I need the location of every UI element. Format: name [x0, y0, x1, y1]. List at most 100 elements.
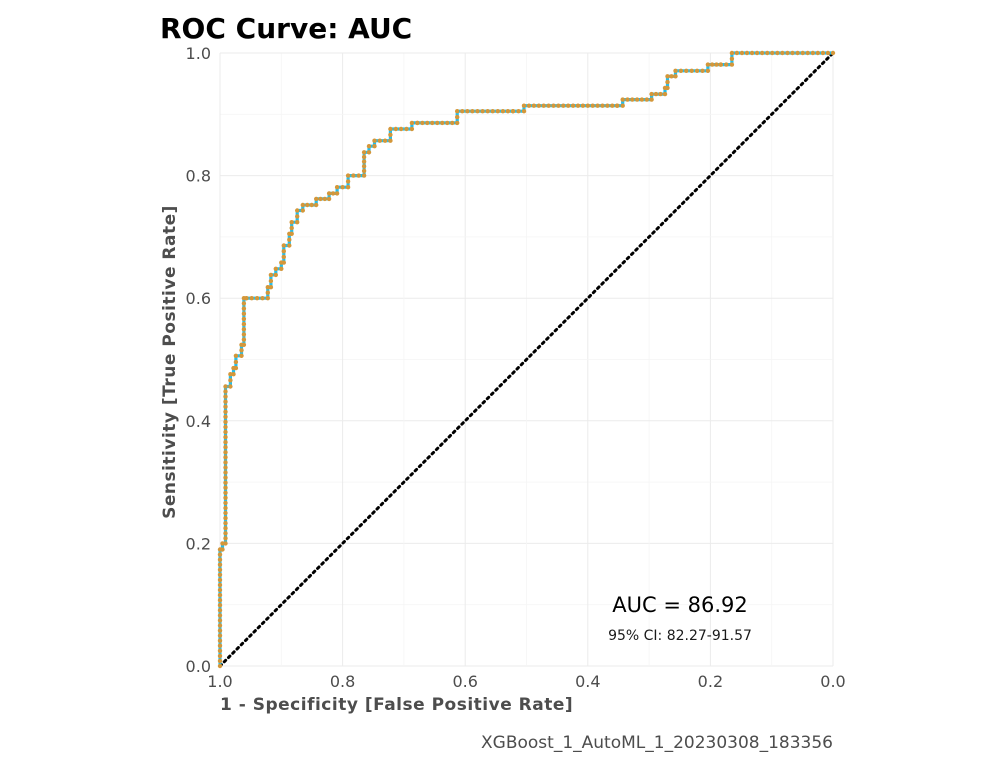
roc-point — [217, 557, 223, 562]
roc-point — [268, 278, 274, 284]
reference-diagonal-layer — [218, 51, 835, 668]
roc-point — [658, 91, 663, 97]
roc-point — [465, 109, 470, 114]
roc-point — [521, 103, 527, 108]
roc-point — [705, 62, 711, 67]
roc-point — [372, 144, 377, 149]
roc-point — [377, 138, 382, 143]
roc-point — [223, 429, 228, 435]
auc-annotation: AUC = 86.92 — [612, 593, 747, 617]
roc-point — [705, 68, 711, 74]
roc-point — [228, 372, 233, 377]
roc-point — [217, 562, 223, 567]
roc-point — [404, 126, 409, 132]
roc-point — [710, 62, 715, 67]
x-tick-label: 0.2 — [698, 672, 723, 691]
roc-point — [684, 68, 689, 74]
roc-point — [289, 225, 294, 231]
roc-point — [265, 296, 270, 301]
roc-point — [326, 196, 332, 202]
roc-point — [241, 321, 247, 327]
roc-point — [345, 179, 351, 184]
roc-point — [287, 243, 292, 248]
roc-point — [445, 120, 450, 126]
roc-point — [780, 50, 785, 56]
y-axis-label: Sensitivity [True Positive Rate] — [160, 205, 180, 519]
roc-point — [223, 419, 228, 425]
roc-point — [233, 365, 239, 371]
roc-point — [521, 109, 527, 114]
roc-point — [295, 214, 300, 219]
roc-point — [580, 103, 586, 108]
roc-point — [223, 409, 228, 414]
roc-point — [223, 531, 228, 536]
roc-point — [217, 618, 223, 623]
roc-point — [223, 384, 228, 389]
roc-point — [820, 50, 826, 56]
roc-point — [345, 173, 351, 178]
y-tick-label: 0.2 — [186, 534, 211, 553]
roc-point — [223, 485, 228, 490]
roc-point — [605, 103, 610, 108]
roc-point — [770, 50, 775, 56]
roc-point — [223, 399, 228, 404]
roc-point — [649, 91, 654, 97]
roc-point — [223, 394, 228, 399]
roc-point — [546, 103, 551, 108]
roc-point — [273, 266, 278, 271]
roc-point — [673, 74, 678, 79]
roc-point — [372, 138, 377, 143]
roc-point — [694, 68, 700, 74]
roc-point — [639, 97, 645, 102]
roc-point — [805, 50, 810, 56]
roc-point — [440, 120, 445, 126]
roc-point — [600, 103, 605, 108]
roc-point — [217, 633, 223, 638]
roc-point — [223, 505, 228, 511]
roc-point — [388, 138, 393, 143]
roc-point — [361, 168, 367, 174]
roc-point — [450, 120, 455, 126]
roc-point — [217, 643, 223, 648]
roc-point — [318, 196, 323, 202]
roc-point — [366, 144, 372, 149]
roc-point — [223, 526, 228, 531]
y-tick-label: 0.8 — [186, 167, 211, 186]
roc-point — [223, 480, 228, 485]
roc-point — [281, 260, 286, 265]
y-tick-label: 0.4 — [186, 412, 211, 431]
roc-point — [239, 348, 244, 353]
roc-point — [649, 97, 654, 102]
roc-point — [223, 521, 228, 526]
roc-point — [260, 296, 265, 301]
chart-title: ROC Curve: AUC — [160, 12, 412, 45]
roc-point — [241, 337, 247, 342]
roc-point — [223, 440, 228, 445]
roc-point — [217, 567, 223, 572]
roc-point — [653, 91, 659, 97]
roc-point — [223, 445, 228, 450]
roc-point — [480, 109, 485, 114]
roc-point — [620, 97, 625, 102]
roc-point — [223, 490, 228, 495]
roc-point — [460, 109, 465, 114]
roc-point — [785, 50, 790, 56]
roc-point — [615, 103, 620, 108]
roc-point — [217, 608, 223, 613]
roc-point — [281, 254, 286, 260]
roc-point — [415, 120, 420, 126]
roc-point — [223, 470, 228, 475]
roc-point — [233, 353, 239, 358]
roc-point — [241, 327, 247, 332]
roc-point — [223, 536, 228, 541]
roc-point — [475, 109, 480, 114]
roc-point — [455, 120, 460, 126]
x-tick-label: 0.0 — [820, 672, 845, 691]
roc-point — [551, 103, 556, 108]
roc-point — [729, 56, 735, 61]
roc-point — [273, 272, 278, 278]
roc-point — [223, 434, 228, 440]
roc-point — [223, 475, 228, 480]
roc-point — [516, 109, 521, 114]
roc-point — [749, 50, 755, 56]
